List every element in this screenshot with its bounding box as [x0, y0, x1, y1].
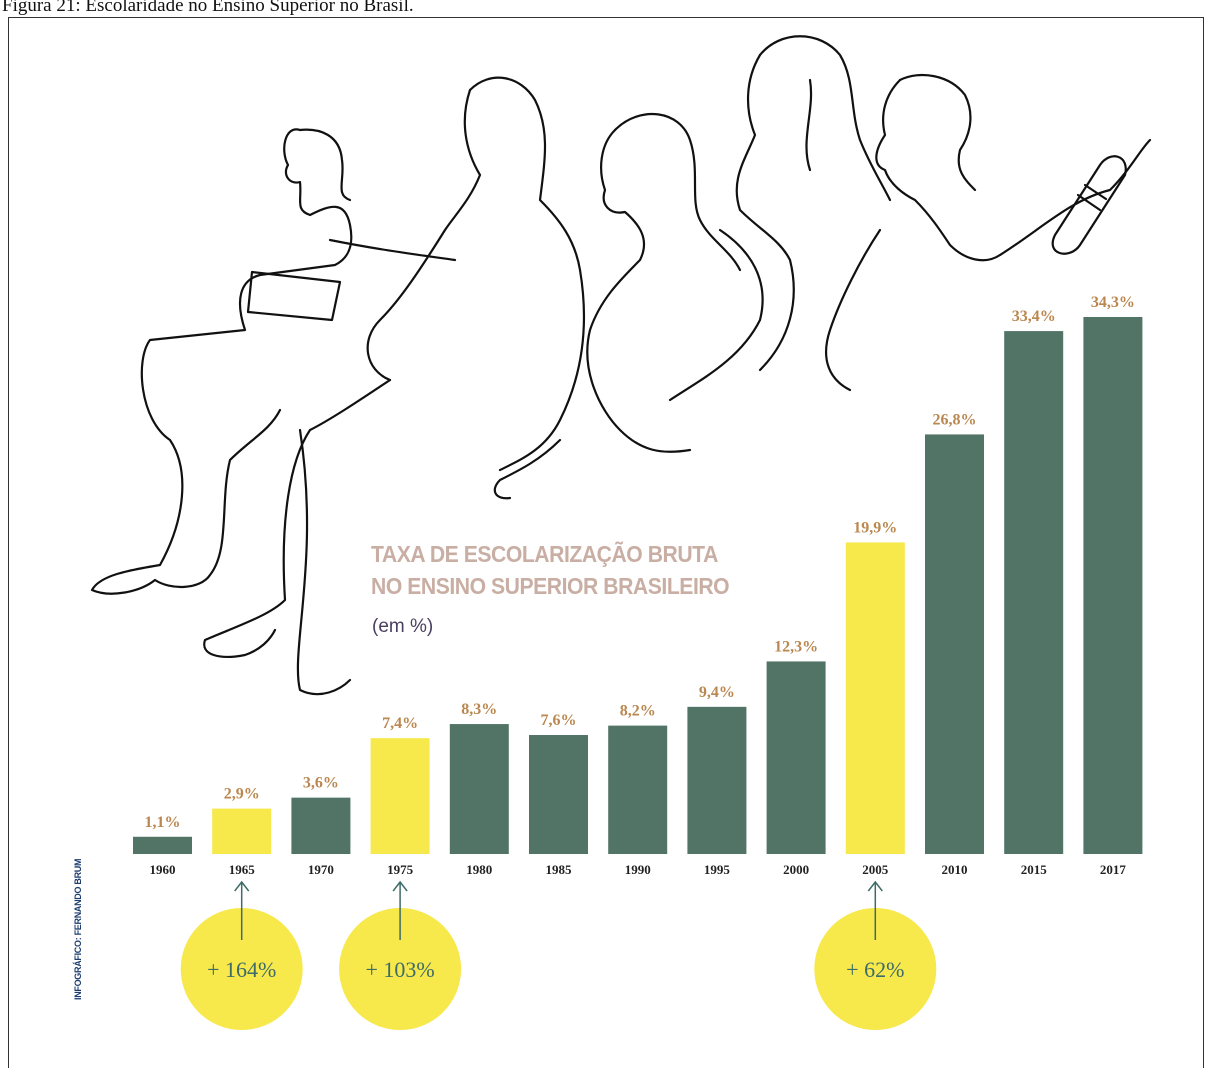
value-label-2010: 26,8% [933, 411, 977, 428]
growth-annotations-group: + 164% + 103% + 62% [180, 880, 937, 1030]
bar-1965 [212, 808, 272, 854]
bar-1990 [608, 725, 668, 854]
year-label-1965: 1965 [229, 862, 256, 877]
value-label-2017: 34,3% [1091, 294, 1135, 311]
value-label-1980: 8,3% [461, 701, 497, 718]
growth-circle-1975 [339, 908, 462, 1030]
growth-label-1975: + 103% [365, 957, 434, 982]
growth-annotation-2005: + 62% [814, 880, 937, 1030]
arrow-head-icon [392, 880, 408, 892]
chart-title-line2: NO ENSINO SUPERIOR BRASILEIRO [371, 573, 730, 599]
value-label-1975: 7,4% [382, 715, 418, 732]
students-illustration [90, 35, 1152, 696]
year-labels-group: 1960 1965 1970 1975 1980 1985 1990 1995 2000 2005… [150, 862, 1127, 877]
value-label-2000: 12,3% [774, 638, 818, 655]
bar-2000 [766, 661, 826, 854]
value-label-1960: 1,1% [145, 814, 181, 831]
year-label-1980: 1980 [466, 862, 492, 877]
value-label-2015: 33,4% [1012, 308, 1056, 325]
chart-unit: (em %) [372, 616, 434, 637]
bar-1970 [291, 797, 351, 854]
bar-2005 [845, 542, 905, 854]
year-label-1975: 1975 [387, 862, 414, 877]
bar-1980 [449, 724, 509, 854]
year-label-2010: 2010 [942, 862, 968, 877]
figure-frame [8, 17, 1204, 1068]
year-label-2015: 2015 [1021, 862, 1048, 877]
bar-1995 [687, 706, 747, 854]
bars-group [133, 317, 1143, 854]
arrow-head-icon [234, 880, 250, 892]
year-label-1985: 1985 [546, 862, 573, 877]
growth-label-1965: + 164% [207, 957, 276, 982]
year-label-1970: 1970 [308, 862, 334, 877]
bar-2010 [925, 434, 984, 854]
year-label-1990: 1990 [625, 862, 651, 877]
year-label-1960: 1960 [150, 862, 176, 877]
value-label-1990: 8,2% [620, 703, 656, 720]
growth-annotation-1975: + 103% [339, 880, 462, 1030]
value-labels-group: 1,1% 2,9% 3,6% 7,4% 8,3% 7,6% 8,2% 9,4% 12,3% 19,… [145, 294, 1135, 831]
growth-annotation-1965: + 164% [180, 880, 303, 1030]
growth-circle-1965 [180, 908, 303, 1030]
bar-1960 [133, 836, 192, 854]
value-label-1985: 7,6% [541, 712, 577, 729]
arrow-head-icon [867, 880, 883, 892]
growth-circle-2005 [814, 908, 937, 1030]
year-label-1995: 1995 [704, 862, 731, 877]
value-label-1995: 9,4% [699, 684, 735, 701]
bar-1975 [370, 738, 430, 854]
year-label-2000: 2000 [783, 862, 809, 877]
figure-caption: Figura 21: Escolaridade no Ensino Superi… [2, 0, 414, 16]
bar-2015 [1004, 331, 1064, 854]
bar-1985 [529, 735, 588, 854]
year-label-2017: 2017 [1100, 862, 1127, 877]
year-label-2005: 2005 [862, 862, 889, 877]
value-label-1970: 3,6% [303, 775, 339, 792]
chart-title-line1: TAXA DE ESCOLARIZAÇÃO BRUTA [371, 541, 718, 567]
growth-label-2005: + 62% [846, 957, 904, 982]
bar-2017 [1083, 317, 1143, 854]
value-label-1965: 2,9% [224, 786, 260, 803]
infographic-credit: INFOGRÁFICO: FERNANDO BRUM [73, 858, 83, 1000]
value-label-2005: 19,9% [853, 519, 897, 536]
